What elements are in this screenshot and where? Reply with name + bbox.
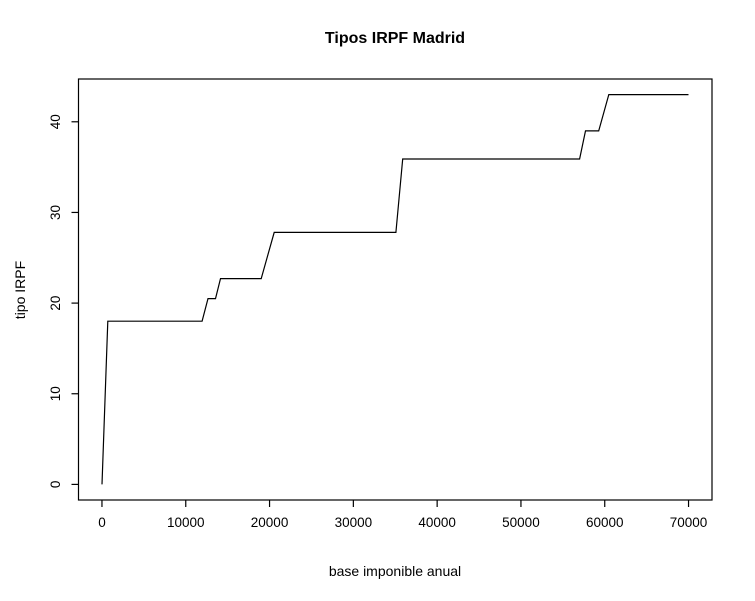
x-axis-title: base imponible anual [328,563,462,579]
x-tick-label: 10000 [167,515,205,530]
y-tick-label: 40 [48,114,63,129]
y-tick-label: 0 [48,481,63,489]
y-tick-label: 20 [48,296,63,311]
y-tick-label: 30 [48,205,63,220]
chart-title: Tipos IRPF Madrid [324,30,466,47]
x-tick-label: 0 [98,515,106,530]
x-tick-label: 50000 [502,515,540,530]
plot-box [77,78,713,501]
x-tick-label: 20000 [251,515,289,530]
x-tick-label: 30000 [335,515,373,530]
irpf-rate-line [101,93,689,485]
y-tick-label: 10 [48,386,63,401]
x-tick-label: 60000 [586,515,624,530]
x-tick-label: 70000 [670,515,708,530]
x-tick-label: 40000 [418,515,456,530]
y-axis-title: tipo IRPF [12,260,28,320]
